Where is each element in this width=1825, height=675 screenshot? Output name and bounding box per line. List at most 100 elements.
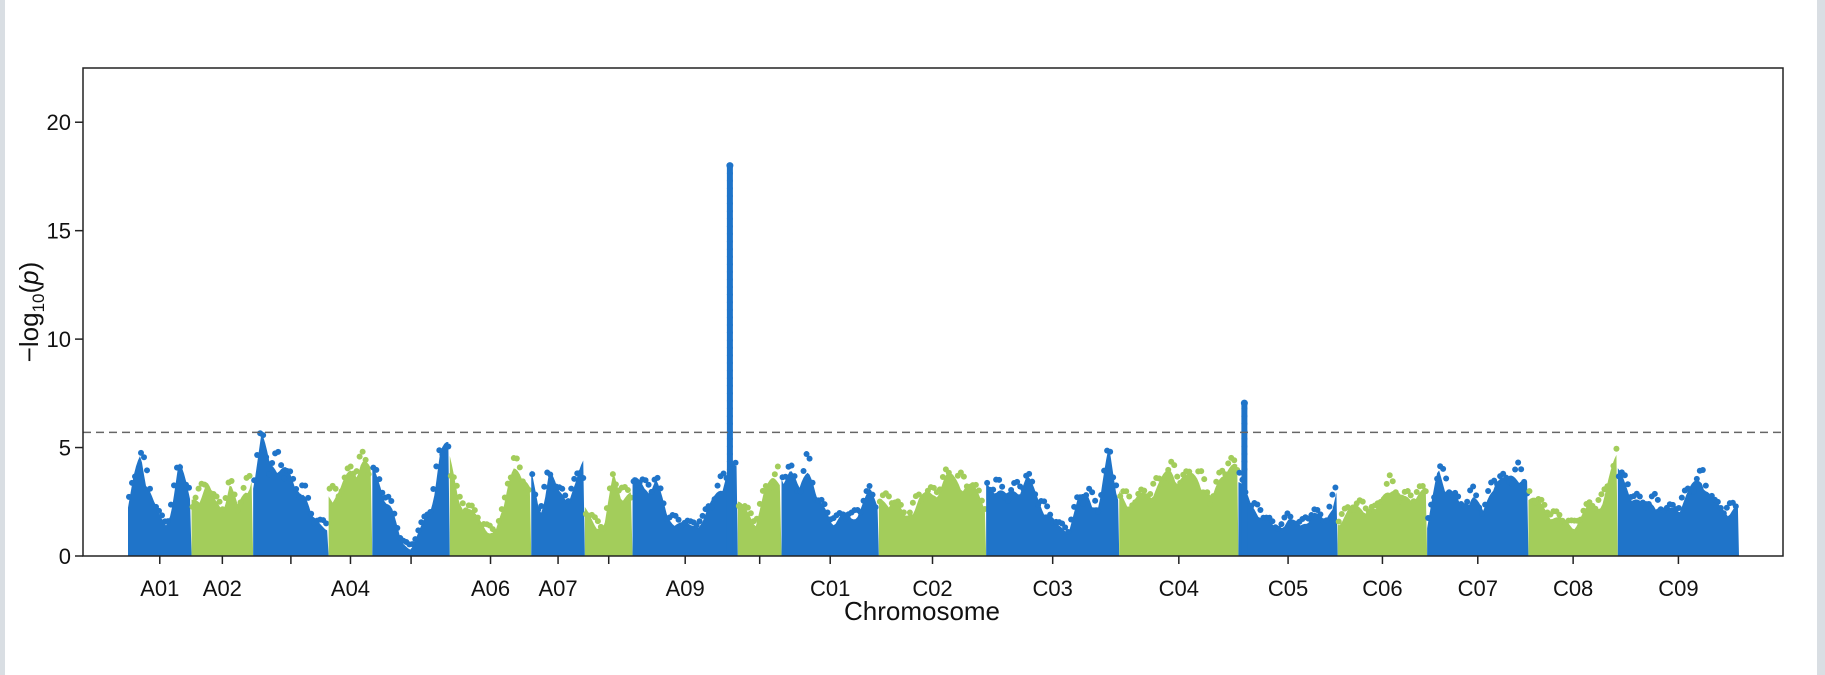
snp-point (141, 454, 147, 461)
snp-point (1639, 499, 1646, 506)
peak-top-point (1240, 399, 1248, 407)
snp-point (1241, 405, 1248, 412)
snp-point (1380, 496, 1387, 503)
snp-point (577, 469, 584, 476)
snp-point (1654, 496, 1661, 503)
snp-point (1029, 478, 1036, 485)
snp-point (126, 493, 132, 500)
snp-point (1241, 413, 1248, 420)
chromosome-C04-points (1117, 454, 1241, 556)
snp-point (1425, 514, 1432, 521)
snp-point (442, 459, 449, 466)
snp-point (453, 482, 460, 489)
snp-point (418, 519, 425, 526)
snp-point (1503, 474, 1510, 481)
snp-point (975, 487, 982, 494)
snp-point (498, 506, 505, 513)
snp-point (1577, 516, 1584, 523)
snp-point (474, 514, 481, 521)
snp-point (373, 466, 380, 473)
snp-point (1515, 459, 1522, 466)
snp-point (335, 493, 342, 500)
snp-point (726, 306, 733, 313)
snp-point (675, 516, 682, 523)
snp-point (915, 491, 922, 498)
snp-point (1338, 510, 1345, 517)
snp-point (860, 497, 867, 504)
snp-point (726, 223, 733, 230)
snp-point (726, 208, 733, 215)
snp-point (909, 499, 916, 506)
snp-point (219, 506, 226, 513)
snp-point (456, 493, 463, 500)
snp-point (978, 497, 985, 504)
snp-point (1383, 480, 1390, 487)
snp-point (1101, 467, 1108, 474)
snp-point (541, 483, 548, 490)
snp-point (1541, 501, 1548, 508)
x-tick-label: C08 (1553, 576, 1593, 601)
snp-point (192, 494, 199, 501)
snp-point (648, 488, 655, 495)
peak-C05 (1240, 399, 1248, 556)
snp-point (1365, 508, 1372, 515)
chromosome-C06-mass (1337, 487, 1428, 556)
snp-point (984, 479, 991, 486)
snp-point (1521, 478, 1528, 485)
snp-point (1592, 505, 1599, 512)
snp-point (1512, 466, 1519, 473)
snp-point (1026, 470, 1033, 477)
snp-point (501, 494, 508, 501)
chromosome-A03-mass (253, 435, 329, 556)
snp-point (269, 459, 276, 466)
snp-point (1269, 518, 1276, 525)
snp-point (353, 468, 360, 475)
snp-point (1395, 498, 1402, 505)
chromosome-A03-points (251, 430, 330, 556)
snp-point (1126, 493, 1133, 500)
snp-point (726, 337, 733, 344)
snp-point (1150, 480, 1157, 487)
snp-point (379, 489, 386, 496)
snp-point (228, 477, 235, 484)
snp-point (869, 491, 876, 498)
snp-point (1350, 506, 1357, 513)
x-tick-label: C02 (912, 576, 952, 601)
snp-point (654, 474, 661, 481)
y-tick-label: 0 (59, 544, 71, 569)
snp-point (897, 501, 904, 508)
snp-point (201, 481, 208, 488)
snp-point (600, 525, 607, 532)
x-tick-label: C03 (1033, 576, 1073, 601)
snp-point (1455, 493, 1462, 500)
peak-column (1241, 403, 1248, 556)
snp-point (1041, 498, 1048, 505)
snp-point (507, 474, 514, 481)
peak-top-point (726, 162, 734, 170)
snp-point (1071, 503, 1078, 510)
snp-point (445, 443, 452, 450)
snp-point (1281, 514, 1288, 521)
snp-point (726, 192, 733, 199)
x-tick-label: A06 (471, 576, 510, 601)
snp-point (568, 485, 575, 492)
chromosome-C09-points (1615, 467, 1739, 556)
snp-point (391, 510, 398, 517)
snp-point (1580, 507, 1587, 514)
snp-point (726, 466, 733, 473)
snp-point (462, 507, 469, 514)
snp-point (744, 504, 751, 511)
snp-point (129, 479, 135, 486)
x-tick-label: A04 (331, 576, 370, 601)
snp-point (821, 501, 828, 508)
snp-point (1231, 457, 1238, 464)
snp-point (347, 463, 354, 470)
snp-point (753, 515, 760, 522)
snp-point (263, 454, 270, 461)
x-tick-label: C04 (1159, 576, 1199, 601)
chromosome-A10-mass (737, 478, 782, 556)
chromosome-A09-points (630, 459, 739, 556)
snp-point (287, 468, 294, 475)
snp-point (1192, 480, 1199, 487)
x-tick-label: C01 (810, 576, 850, 601)
